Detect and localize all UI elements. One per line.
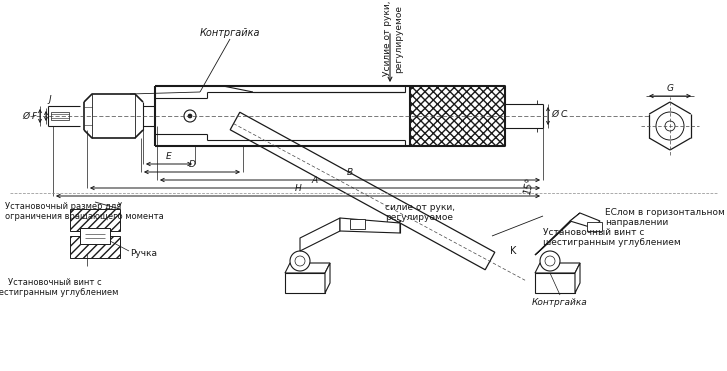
Polygon shape xyxy=(285,263,330,273)
Circle shape xyxy=(295,256,305,266)
Text: G: G xyxy=(667,84,673,93)
Text: D: D xyxy=(188,160,196,169)
Bar xyxy=(350,219,365,229)
Text: Контргайка: Контргайка xyxy=(200,28,260,38)
Text: силие от руки,
регулируемое: силие от руки, регулируемое xyxy=(385,203,455,222)
Circle shape xyxy=(545,256,555,266)
Text: A: A xyxy=(312,176,318,185)
Circle shape xyxy=(188,114,192,118)
Bar xyxy=(587,222,602,231)
Bar xyxy=(410,86,505,146)
Text: ЕСлом в горизонтальном
направлении: ЕСлом в горизонтальном направлении xyxy=(605,208,725,227)
Text: Ручка: Ручка xyxy=(130,250,157,259)
Text: Установочный размер для
ограничения вращающего момента: Установочный размер для ограничения вращ… xyxy=(5,202,164,221)
Text: Контргайка: Контргайка xyxy=(532,298,588,307)
Polygon shape xyxy=(570,213,600,228)
Text: Установочный винт с
шестигранным углублением: Установочный винт с шестигранным углубле… xyxy=(543,228,680,247)
Text: Установочный винт с
шестигранным углублением: Установочный винт с шестигранным углубле… xyxy=(0,278,119,298)
Text: B: B xyxy=(347,168,353,177)
Polygon shape xyxy=(285,273,325,293)
Text: E: E xyxy=(166,152,172,161)
Text: 15°: 15° xyxy=(523,176,536,195)
Text: K: K xyxy=(510,246,516,256)
Text: Ø C: Ø C xyxy=(551,109,567,118)
Polygon shape xyxy=(535,273,575,293)
Text: Ø F: Ø F xyxy=(22,112,37,121)
Polygon shape xyxy=(300,218,340,251)
Polygon shape xyxy=(325,263,330,293)
Text: Усилие от руки,
регулируемое: Усилие от руки, регулируемое xyxy=(383,1,403,76)
Bar xyxy=(70,236,120,258)
Bar xyxy=(51,112,69,120)
Circle shape xyxy=(656,112,684,140)
Text: H: H xyxy=(294,184,302,193)
Polygon shape xyxy=(575,263,580,293)
Bar xyxy=(80,228,110,244)
Circle shape xyxy=(540,251,560,271)
Polygon shape xyxy=(535,263,580,273)
Polygon shape xyxy=(340,218,400,233)
Polygon shape xyxy=(535,213,580,255)
Polygon shape xyxy=(230,112,495,270)
Circle shape xyxy=(184,110,196,122)
Bar xyxy=(70,209,120,231)
Circle shape xyxy=(665,121,675,131)
Circle shape xyxy=(290,251,310,271)
Text: J: J xyxy=(48,95,51,104)
